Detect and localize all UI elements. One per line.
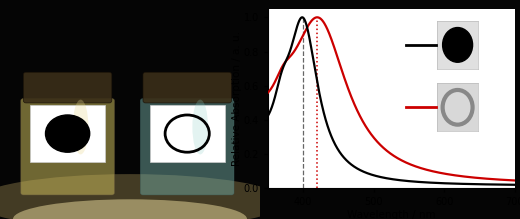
Circle shape — [443, 28, 473, 62]
Ellipse shape — [192, 100, 208, 154]
FancyBboxPatch shape — [23, 72, 112, 103]
FancyBboxPatch shape — [21, 99, 114, 195]
Ellipse shape — [73, 100, 88, 154]
Circle shape — [46, 115, 90, 152]
Bar — [30, 105, 106, 162]
Y-axis label: Relative Absorption / a. u.: Relative Absorption / a. u. — [232, 31, 242, 166]
Ellipse shape — [0, 174, 286, 219]
FancyBboxPatch shape — [143, 72, 231, 103]
X-axis label: Wavelength / nm: Wavelength / nm — [347, 210, 436, 219]
FancyBboxPatch shape — [140, 99, 234, 195]
Bar — [150, 105, 225, 162]
Ellipse shape — [13, 199, 247, 219]
